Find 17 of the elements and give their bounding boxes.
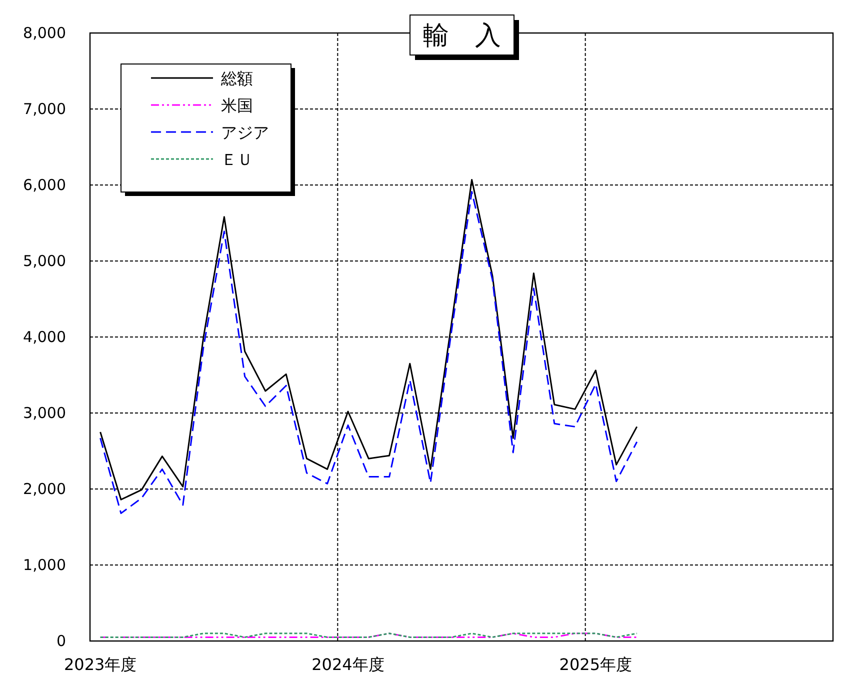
y-tick-label: 0 bbox=[56, 632, 66, 650]
x-tick-label: 2024年度 bbox=[312, 655, 384, 674]
y-tick-label: 8,000 bbox=[23, 24, 66, 42]
y-tick-label: 4,000 bbox=[23, 328, 66, 346]
legend-label: ＥＵ bbox=[221, 150, 253, 169]
y-tick-label: 1,000 bbox=[23, 556, 66, 574]
y-tick-label: 3,000 bbox=[23, 404, 66, 422]
legend-label: アジア bbox=[221, 123, 269, 142]
x-tick-label: 2023年度 bbox=[64, 655, 137, 674]
chart-title: 輸 入 bbox=[423, 21, 501, 51]
y-tick-label: 7,000 bbox=[23, 100, 66, 118]
legend-label: 総額 bbox=[220, 69, 253, 88]
legend-label: 米国 bbox=[221, 96, 253, 115]
x-tick-label: 2025年度 bbox=[559, 655, 632, 674]
y-tick-label: 2,000 bbox=[23, 480, 66, 498]
y-tick-label: 6,000 bbox=[23, 176, 66, 194]
y-tick-label: 5,000 bbox=[23, 252, 66, 270]
